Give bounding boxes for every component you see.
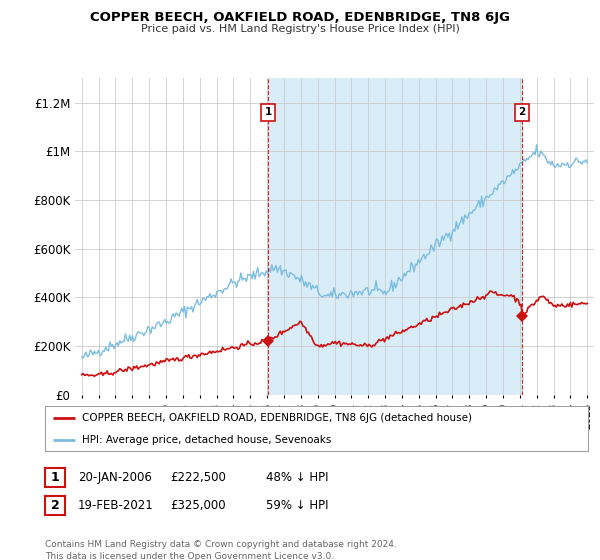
Text: Contains HM Land Registry data © Crown copyright and database right 2024.
This d: Contains HM Land Registry data © Crown c…	[45, 540, 397, 560]
Text: 48% ↓ HPI: 48% ↓ HPI	[266, 470, 328, 484]
Text: 19-FEB-2021: 19-FEB-2021	[78, 499, 154, 512]
Text: COPPER BEECH, OAKFIELD ROAD, EDENBRIDGE, TN8 6JG: COPPER BEECH, OAKFIELD ROAD, EDENBRIDGE,…	[90, 11, 510, 24]
Text: COPPER BEECH, OAKFIELD ROAD, EDENBRIDGE, TN8 6JG (detached house): COPPER BEECH, OAKFIELD ROAD, EDENBRIDGE,…	[82, 413, 472, 423]
Text: £325,000: £325,000	[170, 499, 226, 512]
Text: Price paid vs. HM Land Registry's House Price Index (HPI): Price paid vs. HM Land Registry's House …	[140, 24, 460, 34]
Text: HPI: Average price, detached house, Sevenoaks: HPI: Average price, detached house, Seve…	[82, 436, 331, 446]
Bar	[268, 78, 522, 395]
Text: 1: 1	[265, 108, 272, 118]
Text: 2: 2	[50, 499, 59, 512]
Text: 2: 2	[518, 108, 526, 118]
Text: 1: 1	[50, 470, 59, 484]
Text: 20-JAN-2006: 20-JAN-2006	[78, 470, 152, 484]
Text: 59% ↓ HPI: 59% ↓ HPI	[266, 499, 328, 512]
Text: £222,500: £222,500	[170, 470, 226, 484]
